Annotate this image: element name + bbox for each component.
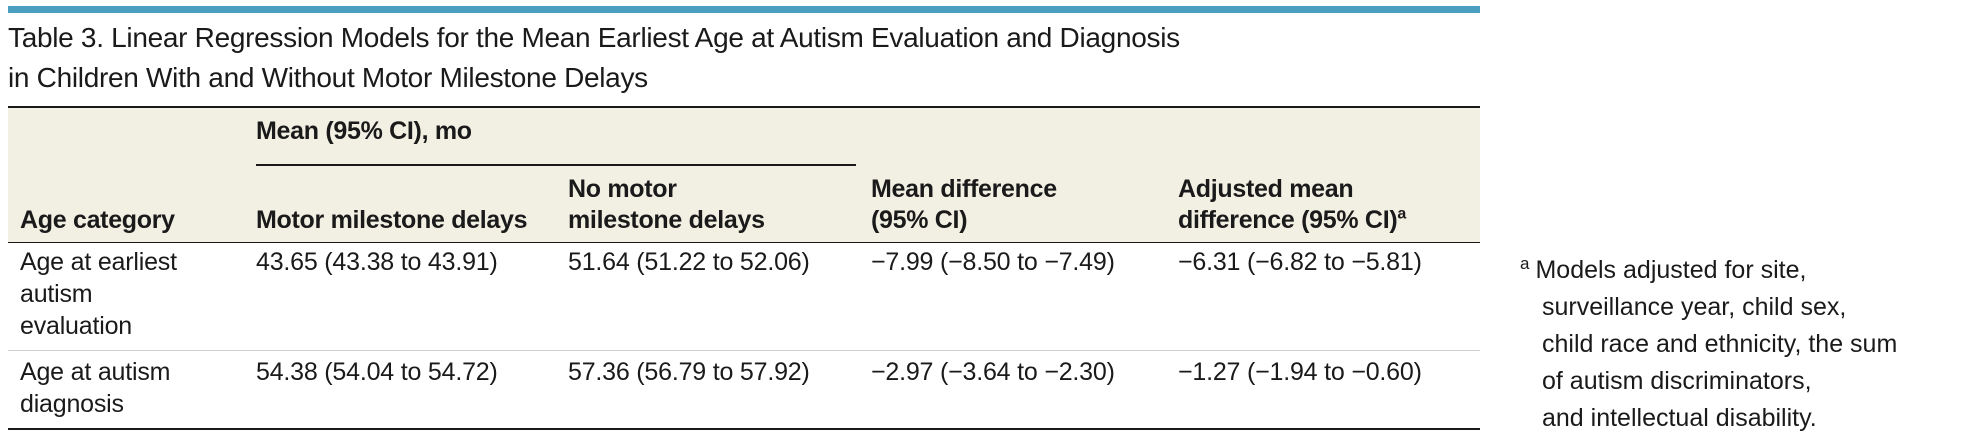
regression-table: Mean (95% CI), mo Age category Motor mil… (8, 106, 1480, 430)
header-group-rule (256, 164, 856, 166)
header-no-motor-line-1: No motor (568, 175, 677, 203)
header-adj-line-1: Adjusted mean (1178, 175, 1354, 203)
footnote-line-2: surveillance year, child sex, (1542, 293, 1847, 321)
footnote-mark: a (1520, 253, 1530, 273)
table-header (8, 108, 1480, 243)
footnote-line-5: and intellectual disability. (1542, 404, 1817, 432)
row-1-label-line-1: Age at earliest (20, 248, 177, 276)
table-title: Table 3. Linear Regression Models for th… (8, 18, 1468, 98)
header-adjusted-mean-difference: Adjusted mean difference (95% CI)a (1178, 174, 1406, 236)
header-age-category: Age category (20, 206, 175, 234)
table-footnote: a Models adjusted for site, surveillance … (1520, 252, 1960, 437)
row-1-motor-delays: 43.65 (43.38 to 43.91) (256, 248, 498, 276)
row-2-no-motor-delays: 57.36 (56.79 to 57.92) (568, 358, 810, 386)
header-mean-difference: Mean difference (95% CI) (871, 174, 1057, 236)
footnote-reference-mark: a (1397, 205, 1406, 223)
header-no-motor-line-2: milestone delays (568, 206, 765, 234)
row-2-mean-difference: −2.97 (−3.64 to −2.30) (871, 358, 1115, 386)
footnote-line-1-text: Models adjusted for site, (1535, 256, 1807, 284)
row-1-mean-difference: −7.99 (−8.50 to −7.49) (871, 248, 1115, 276)
row-2-motor-delays: 54.38 (54.04 to 54.72) (256, 358, 498, 386)
header-group-label: Mean (95% CI), mo (256, 117, 472, 145)
row-2-label-line-2: diagnosis (20, 390, 124, 418)
row-2-adjusted-mean-difference: −1.27 (−1.94 to −0.60) (1178, 358, 1422, 386)
row-1-adjusted-mean-difference: −6.31 (−6.82 to −5.81) (1178, 248, 1422, 276)
header-mean-diff-line-1: Mean difference (871, 175, 1057, 203)
row-1-label-line-2: autism (20, 280, 93, 308)
row-1-label: Age at earliest autism evaluation (20, 246, 177, 342)
header-motor-delays: Motor milestone delays (256, 206, 528, 234)
top-accent-rule (8, 6, 1480, 13)
footnote-line-3: child race and ethnicity, the sum (1542, 330, 1898, 358)
row-2-label-line-1: Age at autism (20, 358, 171, 386)
row-1-no-motor-delays: 51.64 (51.22 to 52.06) (568, 248, 810, 276)
footnote-line-1: a Models adjusted for site, (1520, 252, 1960, 289)
row-2-label: Age at autism diagnosis (20, 356, 170, 420)
footnote-line-4: of autism discriminators, (1542, 367, 1812, 395)
header-adj-line-2: difference (95% CI)a (1178, 205, 1406, 236)
table-title-line-2: in Children With and Without Motor Miles… (8, 62, 648, 93)
row-divider (8, 350, 1480, 351)
table-title-line-1: Table 3. Linear Regression Models for th… (8, 22, 1180, 53)
header-adj-line-2-text: difference (95% CI) (1178, 206, 1398, 234)
header-mean-diff-line-2: (95% CI) (871, 206, 968, 234)
row-1-label-line-3: evaluation (20, 312, 132, 340)
header-no-motor-delays: No motor milestone delays (568, 174, 765, 236)
